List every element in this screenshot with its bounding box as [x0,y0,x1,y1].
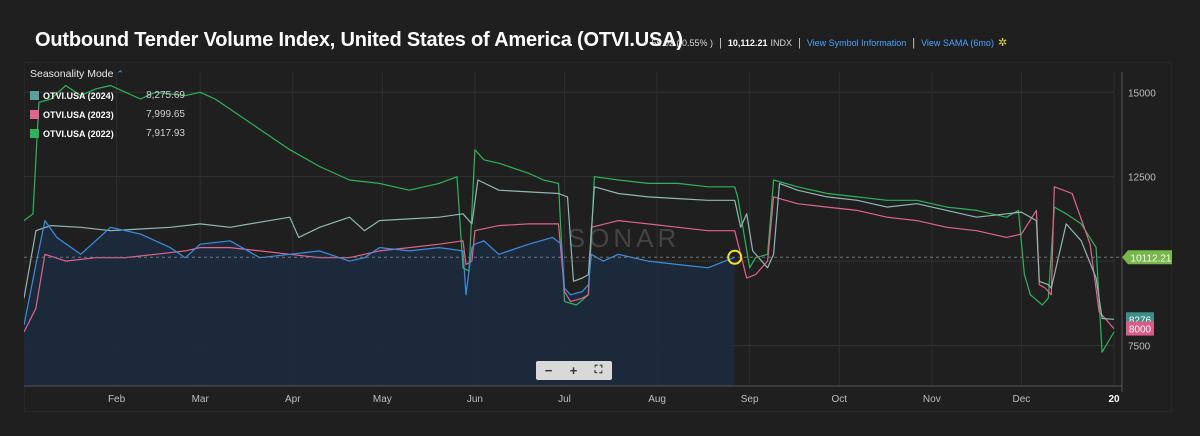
x-tick-label: Sep [741,394,759,405]
zoom-controls: − + ⛶ [536,361,612,380]
current-value: 10,112.21 [727,37,768,48]
legend-series-value: 8,275.69 [146,90,185,101]
end-label-bg [1126,321,1154,336]
current-point-marker [727,249,743,265]
view-symbol-info-link[interactable]: View Symbol Information [806,37,907,48]
separator: | [912,36,916,49]
chart-area[interactable]: SONAR 10112.21 8276 8000 7500 12500 15000 Feb… [24,62,1172,412]
legend-item[interactable]: OTVI.USA (2023) 7,999.65 [30,105,185,124]
y-tick-label: 7500 [1128,341,1151,352]
symbol-meta: ↑ 55.02 ( 0.55% ) | 10,112.21 INDX | Vie… [643,36,1008,50]
seasonality-mode-toggle[interactable]: Seasonality Mode ⌃ [30,68,185,80]
reference-label-bg [1122,250,1172,265]
axis-layer: 7500 12500 15000 Feb Mar Apr May Jun Jul Aug Sep Oc… [24,72,1156,405]
x-tick-label: Jun [467,394,483,405]
legend-series-name: OTVI.USA (2023) [43,109,114,120]
separator: | [719,36,722,49]
y-tick-label: 12500 [1128,173,1156,184]
legend-swatch [30,110,39,119]
legend-series-name: OTVI.USA (2022) [43,128,114,139]
series-area [24,220,735,386]
unit-label: INDX [770,37,792,48]
x-tick-label: Dec [1013,394,1031,405]
legend: Seasonality Mode ⌃ OTVI.USA (2024) 8,275.6… [30,68,185,143]
zoom-in-button[interactable]: + [569,363,578,378]
chevron-up-icon: ⌃ [116,69,125,79]
x-tick-label: Mar [192,394,210,405]
legend-series-value: 7,917.93 [146,128,185,139]
x-tick-label: May [373,394,392,405]
x-tick-label: Apr [285,394,301,405]
x-tick-label: Aug [648,394,666,405]
legend-swatch [30,91,39,100]
series-line [24,220,735,326]
end-label: 8000 [1129,325,1152,336]
series-line [24,179,1115,320]
reference-label: 10112.21 [1131,253,1172,264]
view-sama-link[interactable]: View SAMA (6mo) [921,37,994,48]
change-value: 55.02 ( 0.55% ) [651,37,714,48]
sama-gear-icon[interactable]: ✲ [997,37,1008,49]
end-label: 8276 [1129,315,1152,326]
legend-item[interactable]: OTVI.USA (2024) 8,275.69 [30,86,185,105]
legend-swatch [30,129,39,138]
series-line [24,84,1115,353]
x-tick-label: Jul [558,394,571,405]
chart-header: Outbound Tender Volume Index, United Sta… [0,0,1200,62]
page-title: Outbound Tender Volume Index, United Sta… [35,29,683,51]
legend-series-name: OTVI.USA (2024) [43,90,114,101]
legend-series-value: 7,999.65 [146,109,185,120]
x-tick-label: Feb [108,394,126,405]
arrow-up-icon: ↑ [643,37,648,48]
zoom-out-button[interactable]: − [544,363,553,378]
x-tick-label: Oct [831,394,847,405]
x-tick-label: 20 [1108,394,1120,405]
zoom-fit-button[interactable]: ⛶ [594,364,603,376]
y-tick-label: 15000 [1128,88,1156,99]
seasonality-mode-label: Seasonality Mode [30,68,114,80]
separator: | [797,36,801,49]
legend-item[interactable]: OTVI.USA (2022) 7,917.93 [30,124,185,143]
x-tick-label: Nov [923,394,941,405]
watermark: SONAR [568,223,680,253]
series-layer [24,84,1115,386]
